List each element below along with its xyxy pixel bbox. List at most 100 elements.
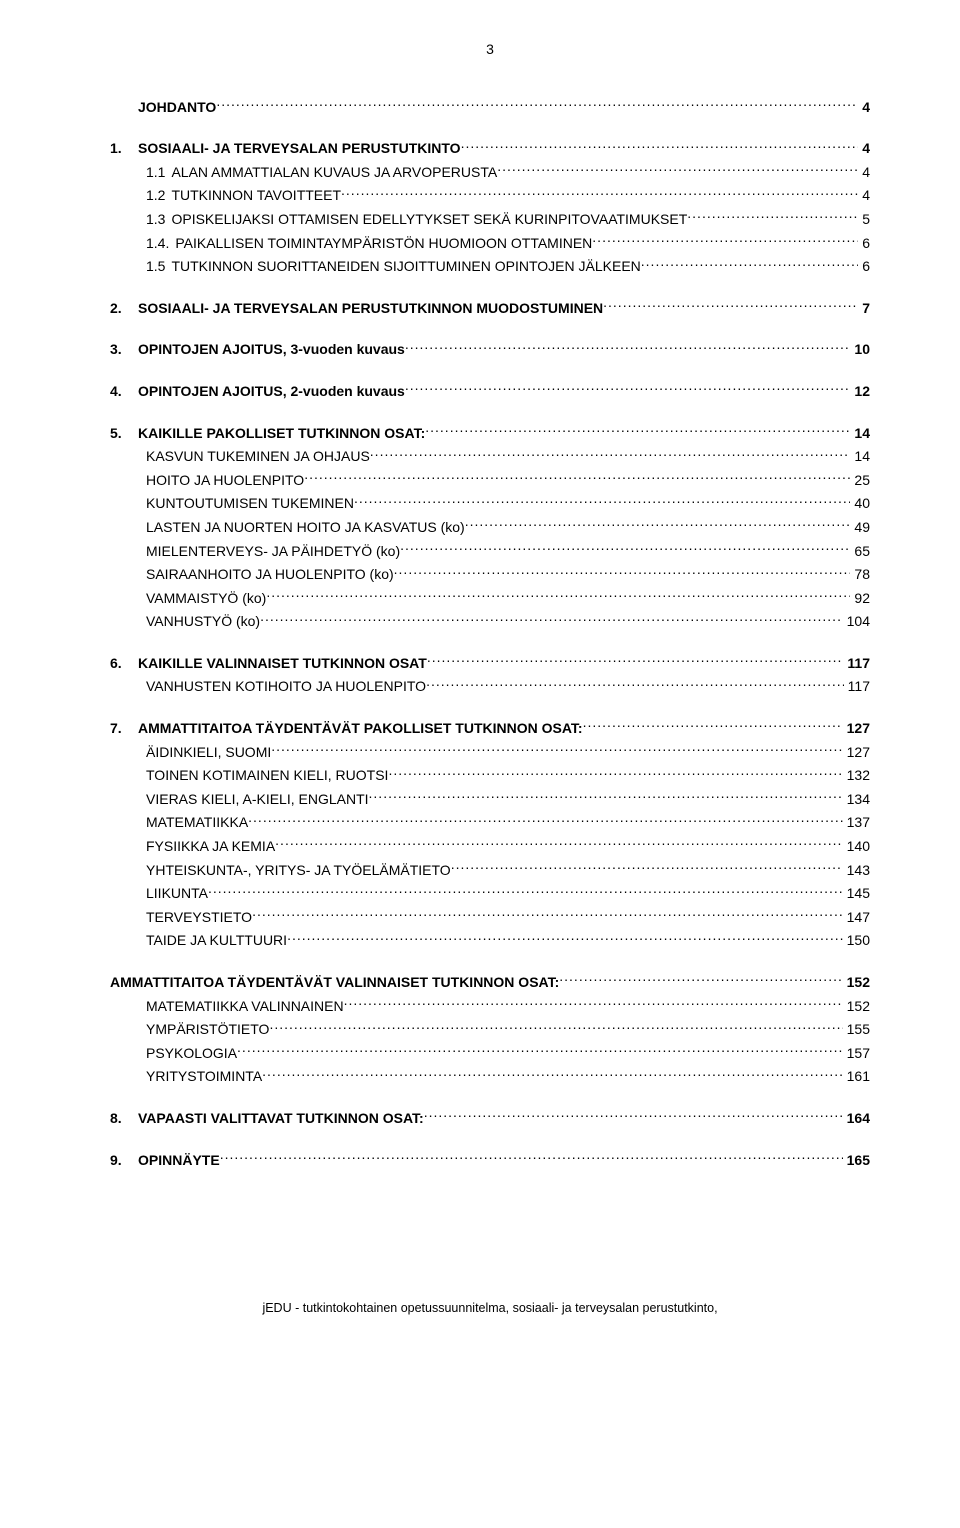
toc-row: 1.2TUTKINNON TAVOITTEET4: [110, 186, 870, 206]
toc-label: OPINTOJEN AJOITUS, 3-vuoden kuvaus: [138, 340, 405, 360]
toc-row: MATEMATIIKKA VALINNAINEN152: [110, 997, 870, 1017]
toc-page: 49: [850, 518, 870, 538]
toc-label: OPISKELIJAKSI OTTAMISEN EDELLYTYKSET SEK…: [171, 210, 687, 230]
toc-group-spacer: [110, 636, 870, 654]
toc-label: VAPAASTI VALITTAVAT TUTKINNON OSAT:: [138, 1109, 424, 1129]
toc-page: 147: [843, 908, 870, 928]
toc-row: HOITO JA HUOLENPITO25: [110, 471, 870, 491]
toc-label: TERVEYSTIETO: [146, 908, 252, 928]
toc-number: 1.4.: [146, 234, 175, 254]
toc-leader-dots: [269, 1020, 842, 1034]
toc-page: 14: [850, 424, 870, 444]
toc-label: JOHDANTO: [138, 98, 216, 118]
toc-leader-dots: [304, 471, 850, 485]
toc-row: 2.SOSIAALI- JA TERVEYSALAN PERUSTUTKINNO…: [110, 299, 870, 319]
toc-row: FYSIIKKA JA KEMIA140: [110, 837, 870, 857]
toc-leader-dots: [687, 210, 858, 224]
toc-page: 5: [858, 210, 870, 230]
toc-leader-dots: [208, 884, 843, 898]
toc-label: PSYKOLOGIA: [146, 1044, 237, 1064]
toc-leader-dots: [465, 518, 851, 532]
toc-page: 92: [850, 589, 870, 609]
toc-page: 157: [843, 1044, 870, 1064]
toc-page: 127: [843, 719, 870, 739]
toc-group-spacer: [110, 121, 870, 139]
toc-label: OPINTOJEN AJOITUS, 2-vuoden kuvaus: [138, 382, 405, 402]
toc-label: TAIDE JA KULTTUURI: [146, 931, 287, 951]
toc-page: 132: [843, 766, 870, 786]
toc-row: VIERAS KIELI, A-KIELI, ENGLANTI134: [110, 790, 870, 810]
toc-page: 6: [858, 234, 870, 254]
toc-row: VANHUSTEN KOTIHOITO JA HUOLENPITO 117: [110, 677, 870, 697]
toc-group-spacer: [110, 955, 870, 973]
toc-group-spacer: [110, 364, 870, 382]
toc-number: 1.3: [146, 210, 171, 230]
toc-row: 7.AMMATTITAITOA TÄYDENTÄVÄT PAKOLLISET T…: [110, 719, 870, 739]
toc-label: VIERAS KIELI, A-KIELI, ENGLANTI: [146, 790, 369, 810]
toc-page: 4: [858, 163, 870, 183]
toc-row: 9.OPINNÄYTE165: [110, 1151, 870, 1171]
toc-page: 152: [843, 997, 870, 1017]
toc-leader-dots: [271, 743, 842, 757]
toc-leader-dots: [262, 1067, 842, 1081]
toc-label: YRITYSTOIMINTA: [146, 1067, 262, 1087]
table-of-contents: JOHDANTO41.SOSIAALI- JA TERVEYSALAN PERU…: [110, 98, 870, 1171]
toc-label: VANHUSTEN KOTIHOITO JA HUOLENPITO: [146, 677, 426, 697]
toc-leader-dots: [388, 766, 842, 780]
toc-row: YRITYSTOIMINTA161: [110, 1067, 870, 1087]
toc-row: 1.4.PAIKALLISEN TOIMINTAYMPÄRISTÖN HUOMI…: [110, 234, 870, 254]
toc-page: 152: [843, 973, 870, 993]
toc-page: 10: [850, 340, 870, 360]
toc-leader-dots: [425, 424, 850, 438]
toc-row: ÄIDINKIELI, SUOMI127: [110, 743, 870, 763]
toc-row: AMMATTITAITOA TÄYDENTÄVÄT VALINNAISET TU…: [110, 973, 870, 993]
toc-group-spacer: [110, 701, 870, 719]
toc-leader-dots: [275, 837, 842, 851]
toc-label: LASTEN JA NUORTEN HOITO JA KASVATUS (ko): [146, 518, 465, 538]
toc-leader-dots: [559, 973, 842, 987]
toc-label: OPINNÄYTE: [138, 1151, 220, 1171]
toc-page: 145: [843, 884, 870, 904]
toc-page: 40: [850, 494, 870, 514]
toc-label: AMMATTITAITOA TÄYDENTÄVÄT VALINNAISET TU…: [110, 973, 559, 993]
toc-leader-dots: [266, 589, 850, 603]
toc-page: 6: [858, 257, 870, 277]
toc-number: 1.2: [146, 186, 171, 206]
toc-row: 6.KAIKILLE VALINNAISET TUTKINNON OSAT117: [110, 654, 870, 674]
toc-row: VAMMAISTYÖ (ko)92: [110, 589, 870, 609]
toc-label: TUTKINNON SUORITTANEIDEN SIJOITTUMINEN O…: [171, 257, 640, 277]
toc-label: SOSIAALI- JA TERVEYSALAN PERUSTUTKINTO: [138, 139, 461, 159]
toc-row: VANHUSTYÖ (ko)104: [110, 612, 870, 632]
toc-page: 7: [858, 299, 870, 319]
toc-leader-dots: [341, 186, 858, 200]
toc-leader-dots: [369, 790, 843, 804]
toc-page: 140: [843, 837, 870, 857]
toc-page: 4: [858, 186, 870, 206]
toc-page: 12: [850, 382, 870, 402]
toc-page: 164: [843, 1109, 870, 1129]
toc-leader-dots: [260, 612, 843, 626]
toc-label: ÄIDINKIELI, SUOMI: [146, 743, 271, 763]
toc-number: 5.: [110, 424, 138, 444]
toc-row: 3.OPINTOJEN AJOITUS, 3-vuoden kuvaus10: [110, 340, 870, 360]
toc-row: YMPÄRISTÖTIETO155: [110, 1020, 870, 1040]
toc-group-spacer: [110, 1133, 870, 1151]
toc-row: YHTEISKUNTA-, YRITYS- JA TYÖELÄMÄTIETO14…: [110, 861, 870, 881]
toc-page: 78: [850, 565, 870, 585]
toc-leader-dots: [426, 677, 844, 691]
toc-label: MIELENTERVEYS- JA PÄIHDETYÖ (ko): [146, 542, 400, 562]
toc-label: YHTEISKUNTA-, YRITYS- JA TYÖELÄMÄTIETO: [146, 861, 451, 881]
toc-leader-dots: [497, 163, 858, 177]
toc-row: 4.OPINTOJEN AJOITUS, 2-vuoden kuvaus12: [110, 382, 870, 402]
toc-number: 1.1: [146, 163, 171, 183]
toc-label: LIIKUNTA: [146, 884, 208, 904]
toc-page: 117: [844, 677, 870, 697]
toc-row: TAIDE JA KULTTUURI150: [110, 931, 870, 951]
toc-leader-dots: [400, 542, 850, 556]
toc-page: 155: [843, 1020, 870, 1040]
toc-label: KASVUN TUKEMINEN JA OHJAUS: [146, 447, 370, 467]
toc-row: MATEMATIIKKA137: [110, 813, 870, 833]
toc-number: 8.: [110, 1109, 138, 1129]
toc-label: KUNTOUTUMISEN TUKEMINEN: [146, 494, 354, 514]
toc-leader-dots: [370, 447, 851, 461]
